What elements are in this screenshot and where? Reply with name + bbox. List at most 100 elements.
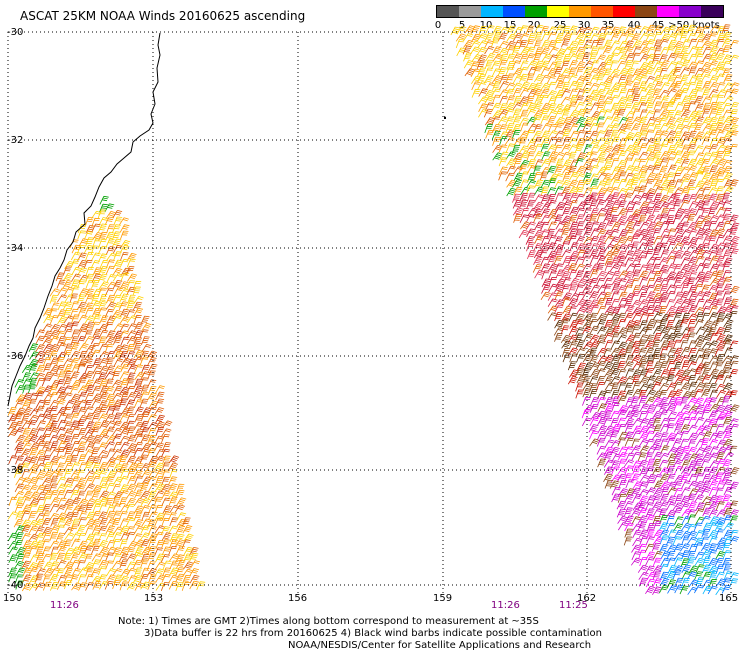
wind-barb <box>653 67 663 76</box>
wind-barb <box>639 467 649 477</box>
wind-barb <box>49 531 58 541</box>
wind-barb <box>639 425 650 434</box>
wind-barb <box>596 172 608 181</box>
wind-barb <box>582 341 594 350</box>
wind-barb <box>611 396 620 406</box>
wind-barb <box>610 102 620 112</box>
wind-barb <box>526 102 537 112</box>
wind-barb <box>526 151 535 161</box>
wind-barb <box>513 213 522 223</box>
wind-barb <box>702 327 713 336</box>
wind-barb <box>722 494 731 504</box>
wind-barb <box>21 399 32 409</box>
wind-barb <box>547 298 558 307</box>
wind-barb <box>575 46 585 56</box>
wind-barb <box>722 103 732 112</box>
wind-barb <box>77 406 87 416</box>
wind-barb <box>617 75 627 84</box>
wind-barb <box>119 546 130 556</box>
wind-barb <box>14 447 23 457</box>
wind-barb <box>723 116 734 125</box>
wind-barb <box>119 398 128 408</box>
wind-barb <box>667 446 678 455</box>
wind-barb <box>666 185 676 195</box>
wind-barb <box>126 426 136 436</box>
wind-barb <box>539 171 549 181</box>
wind-barb <box>687 514 696 524</box>
wind-barb <box>182 525 193 534</box>
wind-barb <box>686 208 697 217</box>
wind-barb <box>688 565 699 574</box>
wind-barb <box>35 568 46 577</box>
wind-barb <box>154 568 165 577</box>
wind-barb <box>8 428 19 437</box>
wind-barb <box>666 290 676 300</box>
wind-barb <box>589 430 599 440</box>
wind-barb <box>623 501 634 510</box>
wind-barb <box>112 510 122 520</box>
wind-barb <box>652 95 662 105</box>
wind-barb <box>119 539 128 549</box>
wind-barb <box>715 551 725 560</box>
wind-barb <box>590 284 600 294</box>
wind-barb <box>70 384 80 394</box>
wind-barb <box>111 379 123 388</box>
wind-barb <box>42 357 52 367</box>
wind-barb <box>499 131 509 140</box>
wind-barb <box>567 376 578 385</box>
wind-barb <box>168 581 179 590</box>
wind-barb <box>729 102 740 111</box>
wind-barb <box>729 509 740 518</box>
wind-barb <box>645 334 655 344</box>
wind-barb <box>632 269 641 279</box>
wind-barb <box>154 421 165 430</box>
wind-barb <box>55 386 66 395</box>
wind-barb <box>652 54 661 64</box>
wind-barb <box>140 525 150 534</box>
wind-barb <box>532 243 543 252</box>
wind-barb <box>659 347 669 357</box>
wind-barb <box>141 511 150 521</box>
wind-barb <box>666 45 676 55</box>
wind-barb <box>56 379 65 388</box>
wind-barb <box>22 545 32 555</box>
wind-barb <box>722 283 732 293</box>
wind-barb <box>596 319 606 328</box>
wind-barb <box>708 81 719 91</box>
wind-barb <box>673 312 682 322</box>
wind-barb <box>97 245 108 255</box>
wind-barb <box>674 411 685 420</box>
wind-barb <box>623 536 633 546</box>
wind-barb <box>477 81 487 90</box>
wind-barb <box>140 581 151 590</box>
wind-barb <box>49 406 59 415</box>
wind-barb <box>652 123 662 133</box>
wind-barb <box>98 400 108 409</box>
wind-barb <box>78 511 88 520</box>
wind-barb <box>722 207 732 217</box>
wind-barb <box>618 480 627 489</box>
wind-barb <box>709 271 720 280</box>
wind-barb <box>681 117 691 126</box>
wind-barb <box>666 459 676 469</box>
wind-barb <box>645 88 656 97</box>
wind-barb <box>708 410 719 419</box>
wind-barb <box>506 53 515 63</box>
wind-barb <box>659 529 670 538</box>
wind-barb <box>672 438 682 447</box>
wind-barb <box>700 542 711 552</box>
wind-barb <box>183 553 193 563</box>
wind-barb <box>161 539 170 549</box>
wind-barb <box>714 472 724 482</box>
wind-barb <box>680 291 690 300</box>
wind-barb <box>490 38 500 48</box>
wind-barb <box>722 249 732 259</box>
wind-barb <box>167 512 177 522</box>
wind-barb <box>20 477 32 486</box>
wind-barb <box>624 376 635 385</box>
wind-barb <box>71 505 82 514</box>
wind-barb <box>638 292 648 302</box>
wind-barb <box>610 368 621 377</box>
wind-barb <box>118 575 130 584</box>
wind-barb <box>673 431 684 440</box>
